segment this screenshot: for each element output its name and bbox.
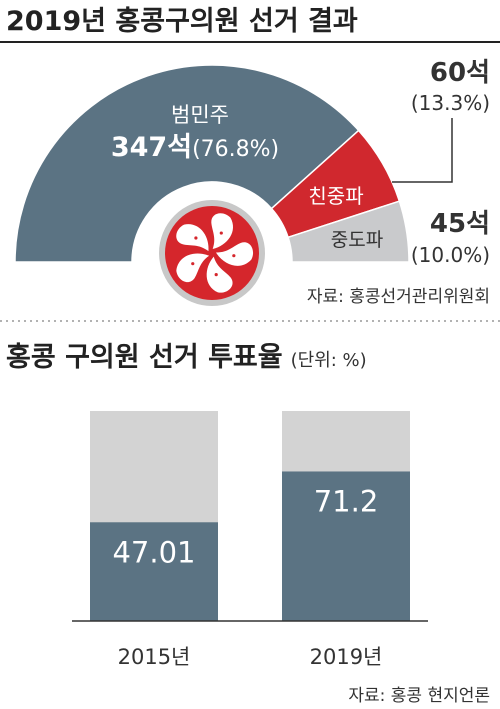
slice-label-centrist-seats: 45석 [430,209,490,239]
slice-pan-democrat [14,64,360,263]
slice-label-pan-democrat-seats: 347석(76.8%) [111,132,279,163]
slice-label-pro-beijing-pct: (13.3%) [411,91,490,115]
slice-label-centrist-pct: (10.0%) [411,243,490,267]
chart2-source: 자료: 홍콩 현지언론 [348,686,490,706]
slice-label-pan-democrat-name: 범민주 [171,103,229,127]
bar-value-label-0: 47.01 [112,535,195,569]
bauhinia-star [194,236,198,240]
bar-value-label-1: 71.2 [314,484,379,518]
bauhinia-star [191,262,195,266]
slice-label-pro-beijing-name: 친중파 [308,184,363,208]
bauhinia-petal [206,256,233,293]
hong-kong-flag-emblem-icon [159,200,265,306]
slice-label-centrist-name: 중도파 [331,229,383,251]
bauhinia-star [219,231,223,235]
bar-chart: 47.01 2015년 71.2 2019년 [90,411,410,669]
bauhinia-star [232,254,236,258]
bauhinia-petal [211,213,234,250]
bar-category-label-0: 2015년 [118,645,191,669]
bar-category-label-1: 2019년 [310,645,383,669]
slice-centrist [287,200,410,263]
bauhinia-petal [176,253,210,283]
chart1-title: 2019년 홍콩구의원 선거 결과 [6,6,358,37]
bar-0 [90,522,218,621]
pro-beijing-leader-line [392,118,453,183]
bauhinia-star [214,272,218,277]
bauhinia-petal [176,224,209,252]
half-donut [14,64,410,263]
chart1-source: 자료: 홍콩선거관리위원회 [307,287,490,307]
bar-1 [282,471,410,621]
bauhinia-petal [215,242,254,266]
slice-label-pro-beijing-seats: 60석 [430,58,490,88]
chart2-title: 홍콩 구의원 선거 투표율 (단위: %) [6,342,367,373]
